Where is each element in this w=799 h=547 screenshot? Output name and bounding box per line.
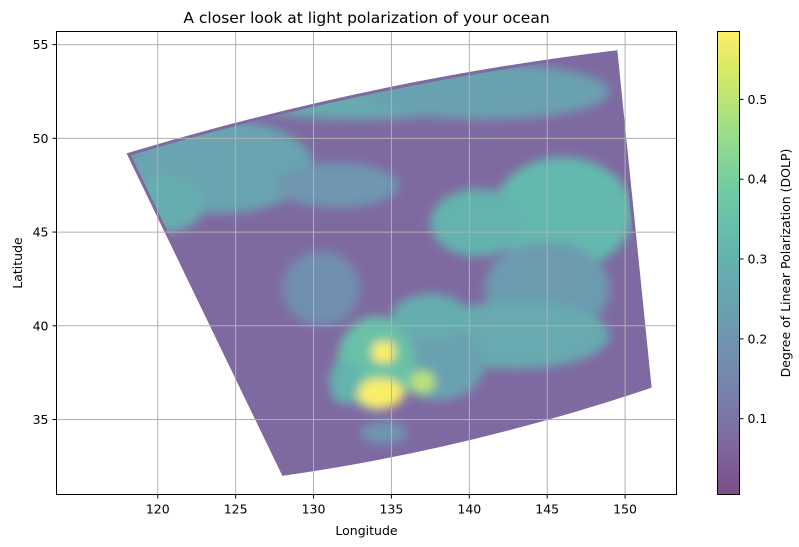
colorbar-tick-label: 0.3 xyxy=(748,252,768,267)
chart-title: A closer look at light polarization of y… xyxy=(183,9,549,27)
y-tick-label: 50 xyxy=(33,131,49,146)
colorbar-gradient xyxy=(717,31,740,495)
colorbar-label: Degree of Linear Polarization (DOLP) xyxy=(778,149,793,378)
y-tick-label: 35 xyxy=(33,412,49,427)
colorbar-tick-label: 0.1 xyxy=(748,411,768,426)
dolp-feature-4 xyxy=(492,157,633,270)
colorbar-tick-label: 0.5 xyxy=(748,92,768,107)
dolp-feature-10 xyxy=(282,250,361,326)
y-axis-label: Latitude xyxy=(10,237,25,289)
grid xyxy=(56,31,677,495)
x-axis-ticks: 120 125 130 135 140 145 150 xyxy=(146,494,637,517)
y-tick-label: 45 xyxy=(33,225,49,240)
y-tick-label: 40 xyxy=(33,318,49,333)
x-tick-label: 150 xyxy=(613,502,637,517)
x-axis-label: Longitude xyxy=(335,523,397,538)
x-tick-label: 140 xyxy=(457,502,481,517)
x-tick-label: 130 xyxy=(302,502,326,517)
y-axis-ticks: 35 40 45 50 55 xyxy=(33,37,57,427)
colorbar-ticks: 0.1 0.2 0.3 0.4 0.5 xyxy=(739,92,768,426)
x-tick-label: 135 xyxy=(379,502,403,517)
x-tick-label: 125 xyxy=(224,502,248,517)
dolp-feature-5 xyxy=(430,188,524,257)
dolp-feature-12 xyxy=(371,340,397,364)
dolp-feature-9 xyxy=(274,162,400,208)
colorbar-tick-label: 0.4 xyxy=(748,172,768,187)
dolp-feature-14 xyxy=(410,370,436,394)
colorbar-tick-label: 0.2 xyxy=(748,331,768,346)
x-tick-label: 120 xyxy=(146,502,170,517)
colorbar: 0.1 0.2 0.3 0.4 0.5 Degree of Linear Polariz… xyxy=(717,31,793,495)
swath-outline xyxy=(126,50,652,476)
y-tick-label: 55 xyxy=(33,37,49,52)
dolp-feature-17 xyxy=(391,293,470,339)
x-tick-label: 145 xyxy=(535,502,559,517)
dolp-feature-15 xyxy=(329,359,361,405)
plot-frame xyxy=(56,31,677,495)
colorbar-frame xyxy=(717,31,740,495)
dolp-feature-16 xyxy=(360,421,408,444)
dolp-feature-13 xyxy=(357,378,404,409)
